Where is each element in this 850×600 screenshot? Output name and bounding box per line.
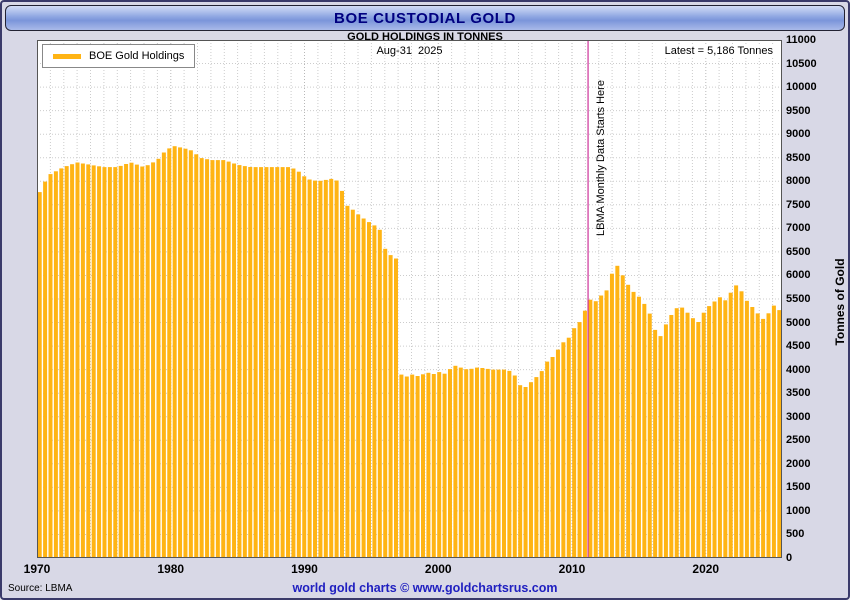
area-bars [37, 146, 782, 558]
y-axis-ticks: 0 500 1000 1500 2000 2500 3000 3500 4000 4500 5000… [786, 34, 832, 564]
credit-label: world gold charts © www.goldchartsrus.co… [292, 581, 558, 595]
legend: BOE Gold Holdings [42, 44, 196, 68]
x-tick-label: 1980 [157, 562, 185, 576]
y-tick-label: 10500 [786, 57, 817, 70]
y-tick-label: 4000 [786, 363, 811, 376]
y-tick-label: 10000 [786, 81, 817, 94]
date-label: Aug-31 2025 [376, 45, 443, 57]
y-tick-label: 1000 [786, 504, 811, 517]
y-tick-label: 500 [786, 528, 805, 541]
y-tick-label: 2000 [786, 457, 811, 470]
y-tick-label: 3500 [786, 387, 811, 400]
y-tick-label: 9500 [786, 104, 811, 117]
y-tick-label: 5000 [786, 316, 811, 329]
x-tick-label: 1990 [291, 562, 318, 576]
y-tick-label: 3000 [786, 410, 811, 423]
x-axis-ticks: 1970 1980 1990 2000 2010 2020 [24, 562, 782, 578]
y-tick-label: 8000 [786, 175, 811, 188]
plot-border [37, 40, 782, 558]
plot-area: LBMA Monthly Data Starts Here BOE Gold H… [37, 40, 782, 558]
y-tick-label: 4500 [786, 340, 811, 353]
y-tick-label: 9000 [786, 128, 811, 141]
y-tick-label: 6500 [786, 245, 811, 258]
legend-label: BOE Gold Holdings [89, 50, 185, 62]
legend-swatch [53, 53, 81, 59]
y-tick-label: 1500 [786, 481, 811, 494]
source-label: Source: LBMA [8, 583, 73, 594]
latest-value-label: Latest = 5,186 Tonnes [660, 44, 777, 58]
x-tick-label: 2010 [558, 562, 586, 576]
x-tick-label: 2000 [424, 562, 452, 576]
page-title: BOE CUSTODIAL GOLD [334, 9, 516, 27]
lbma-line-label: LBMA Monthly Data Starts Here [595, 80, 607, 236]
y-tick-label: 6000 [786, 269, 811, 282]
y-tick-label: 11000 [786, 34, 816, 46]
x-tick-label: 1970 [23, 562, 51, 576]
y-tick-label: 5500 [786, 293, 811, 305]
gold-holdings-chart: LBMA Monthly Data Starts Here [37, 40, 782, 558]
y-tick-label: 7500 [786, 198, 811, 211]
y-axis-title: Tonnes of Gold [833, 258, 847, 346]
x-tick-label: 2020 [692, 562, 720, 576]
y-tick-label: 7000 [786, 222, 811, 235]
y-tick-label: 8500 [786, 151, 811, 164]
y-tick-label: 2500 [786, 434, 811, 447]
title-bar: BOE CUSTODIAL GOLD [5, 5, 845, 31]
y-tick-label: 0 [786, 552, 793, 564]
